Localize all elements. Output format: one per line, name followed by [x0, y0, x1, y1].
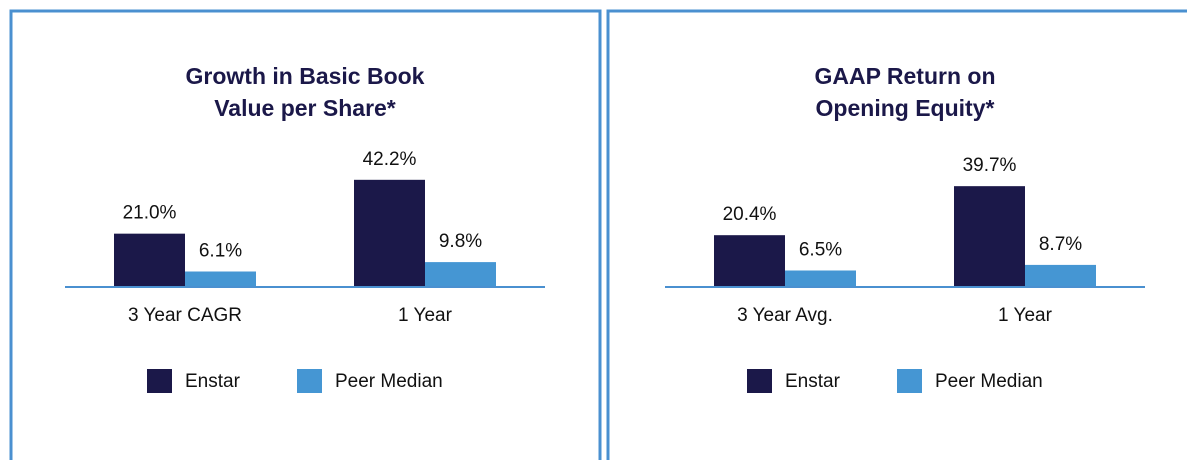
data-label: 20.4% [723, 204, 777, 225]
bar [185, 271, 256, 287]
data-label: 6.5% [799, 240, 842, 261]
data-label: 39.7% [963, 155, 1017, 176]
bar [1025, 264, 1096, 287]
category-label: 1 Year [398, 305, 453, 326]
bar [354, 179, 425, 287]
data-label: 42.2% [363, 149, 417, 170]
bar [785, 270, 856, 287]
category-label: 3 Year CAGR [128, 305, 242, 326]
category-label: 3 Year Avg. [737, 305, 833, 326]
bar [114, 233, 185, 287]
data-label: 9.8% [439, 231, 482, 252]
bar [425, 262, 496, 287]
legend-swatch [747, 369, 772, 393]
panel-border [9, 9, 602, 460]
legend-swatch [897, 369, 922, 393]
bar [714, 235, 785, 287]
legend-label: Enstar [785, 371, 841, 392]
legend-swatch [297, 369, 322, 393]
data-label: 6.1% [199, 241, 242, 262]
legend-label: Peer Median [935, 371, 1043, 392]
chart-title: Value per Share* [214, 95, 396, 121]
category-label: 1 Year [998, 305, 1053, 326]
data-label: 21.0% [123, 203, 177, 224]
panel-border [606, 9, 1187, 460]
chart-title: Growth in Basic Book [186, 63, 425, 89]
legend-label: Peer Median [335, 371, 443, 392]
chart-title: GAAP Return on [814, 63, 995, 89]
data-label: 8.7% [1039, 234, 1082, 255]
legend-swatch [147, 369, 172, 393]
bar [954, 186, 1025, 287]
chart-title: Opening Equity* [816, 95, 995, 121]
legend-label: Enstar [185, 371, 241, 392]
